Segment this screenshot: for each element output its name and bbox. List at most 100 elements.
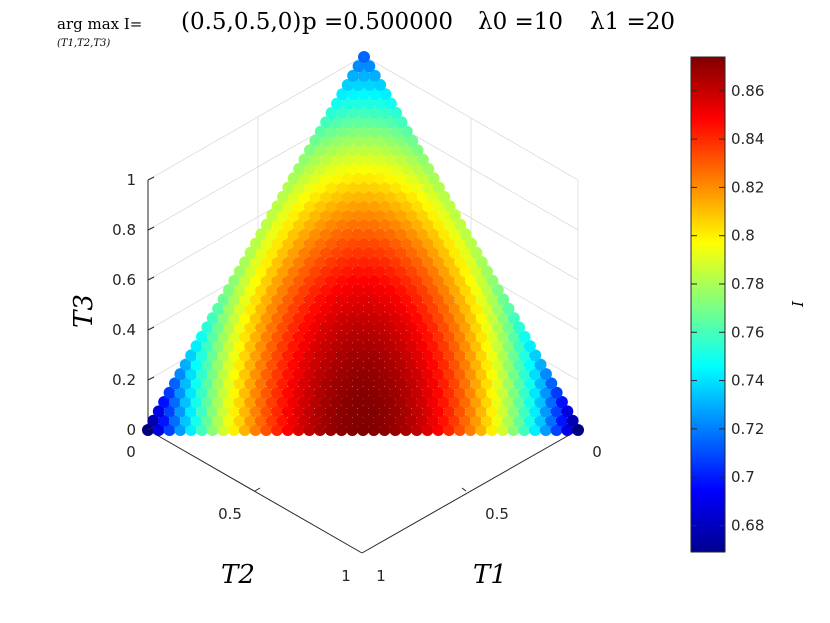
data-point bbox=[400, 125, 413, 138]
data-point bbox=[373, 377, 386, 390]
data-point bbox=[405, 321, 418, 334]
data-point bbox=[427, 302, 440, 315]
data-point bbox=[411, 312, 424, 325]
data-point bbox=[379, 125, 392, 138]
data-point bbox=[448, 321, 461, 334]
data-point bbox=[384, 97, 397, 110]
data-point bbox=[330, 284, 343, 297]
data-point bbox=[459, 265, 472, 278]
data-point bbox=[453, 405, 466, 418]
data-point bbox=[486, 386, 499, 399]
data-point bbox=[346, 200, 359, 213]
data-point bbox=[319, 396, 332, 408]
data-point bbox=[314, 386, 327, 399]
data-point bbox=[534, 377, 547, 390]
data-point bbox=[453, 386, 466, 399]
data-point bbox=[179, 414, 192, 427]
data-point bbox=[341, 116, 354, 129]
data-point bbox=[470, 302, 483, 315]
data-point bbox=[260, 386, 273, 399]
data-point bbox=[325, 162, 338, 175]
data-point bbox=[320, 190, 332, 203]
data-point bbox=[233, 414, 246, 427]
data-point bbox=[271, 274, 284, 287]
t1-tick-label: 0 bbox=[592, 443, 602, 461]
data-point bbox=[469, 414, 482, 427]
data-point bbox=[448, 340, 461, 353]
data-point bbox=[437, 377, 450, 390]
z-tick-label: 1 bbox=[126, 171, 136, 189]
data-point bbox=[395, 265, 407, 278]
data-point bbox=[222, 340, 235, 353]
data-point bbox=[319, 340, 332, 353]
data-point bbox=[373, 172, 386, 185]
data-point bbox=[384, 209, 397, 222]
data-point bbox=[341, 153, 354, 166]
data-point bbox=[346, 349, 359, 362]
data-point bbox=[255, 340, 268, 353]
data-point bbox=[384, 284, 397, 297]
data-point bbox=[470, 396, 482, 408]
data-point bbox=[475, 405, 488, 418]
data-point bbox=[287, 265, 300, 278]
data-point bbox=[470, 321, 483, 334]
data-point bbox=[276, 228, 289, 241]
data-point bbox=[379, 181, 392, 194]
data-point bbox=[378, 312, 391, 325]
data-point bbox=[421, 274, 434, 287]
data-point bbox=[341, 97, 354, 110]
data-point bbox=[539, 424, 552, 436]
data-point bbox=[324, 424, 337, 436]
data-point bbox=[470, 358, 483, 371]
data-point bbox=[352, 134, 365, 147]
data-point bbox=[389, 424, 402, 436]
data-point bbox=[249, 330, 262, 343]
data-point bbox=[416, 265, 429, 278]
data-point bbox=[400, 181, 413, 194]
data-point bbox=[281, 424, 294, 436]
data-point bbox=[340, 396, 353, 408]
data-point bbox=[432, 424, 445, 436]
data-point bbox=[545, 414, 558, 427]
data-point bbox=[335, 312, 348, 325]
data-point bbox=[217, 349, 230, 362]
data-point bbox=[287, 172, 300, 185]
z-tick-mark bbox=[147, 276, 155, 281]
data-point bbox=[233, 377, 246, 390]
data-point bbox=[475, 274, 488, 287]
data-point bbox=[529, 424, 541, 436]
data-point bbox=[335, 424, 348, 436]
data-point bbox=[340, 414, 353, 427]
data-point bbox=[244, 246, 257, 259]
data-point bbox=[351, 414, 364, 427]
data-point bbox=[443, 424, 455, 436]
data-point bbox=[357, 312, 370, 325]
data-point bbox=[486, 349, 499, 362]
data-point bbox=[507, 330, 520, 343]
data-point bbox=[276, 358, 289, 371]
data-point bbox=[358, 51, 370, 63]
data-point bbox=[255, 302, 268, 315]
data-point bbox=[357, 200, 370, 213]
data-point bbox=[379, 162, 392, 175]
data-point bbox=[373, 134, 386, 147]
data-point bbox=[298, 358, 311, 371]
data-point bbox=[303, 218, 316, 231]
data-point bbox=[367, 405, 380, 418]
data-point bbox=[475, 424, 488, 436]
data-point bbox=[217, 424, 230, 436]
data-point bbox=[212, 321, 225, 334]
data-point bbox=[384, 172, 397, 185]
data-point bbox=[357, 424, 369, 436]
data-point bbox=[346, 293, 359, 306]
data-point bbox=[362, 302, 375, 315]
data-point bbox=[427, 246, 440, 259]
data-point bbox=[454, 237, 467, 250]
data-point bbox=[309, 284, 321, 297]
data-point bbox=[228, 424, 240, 436]
data-point bbox=[292, 405, 305, 418]
data-point bbox=[394, 321, 407, 334]
data-point bbox=[400, 405, 412, 418]
data-point bbox=[389, 256, 402, 269]
data-point bbox=[238, 424, 251, 436]
